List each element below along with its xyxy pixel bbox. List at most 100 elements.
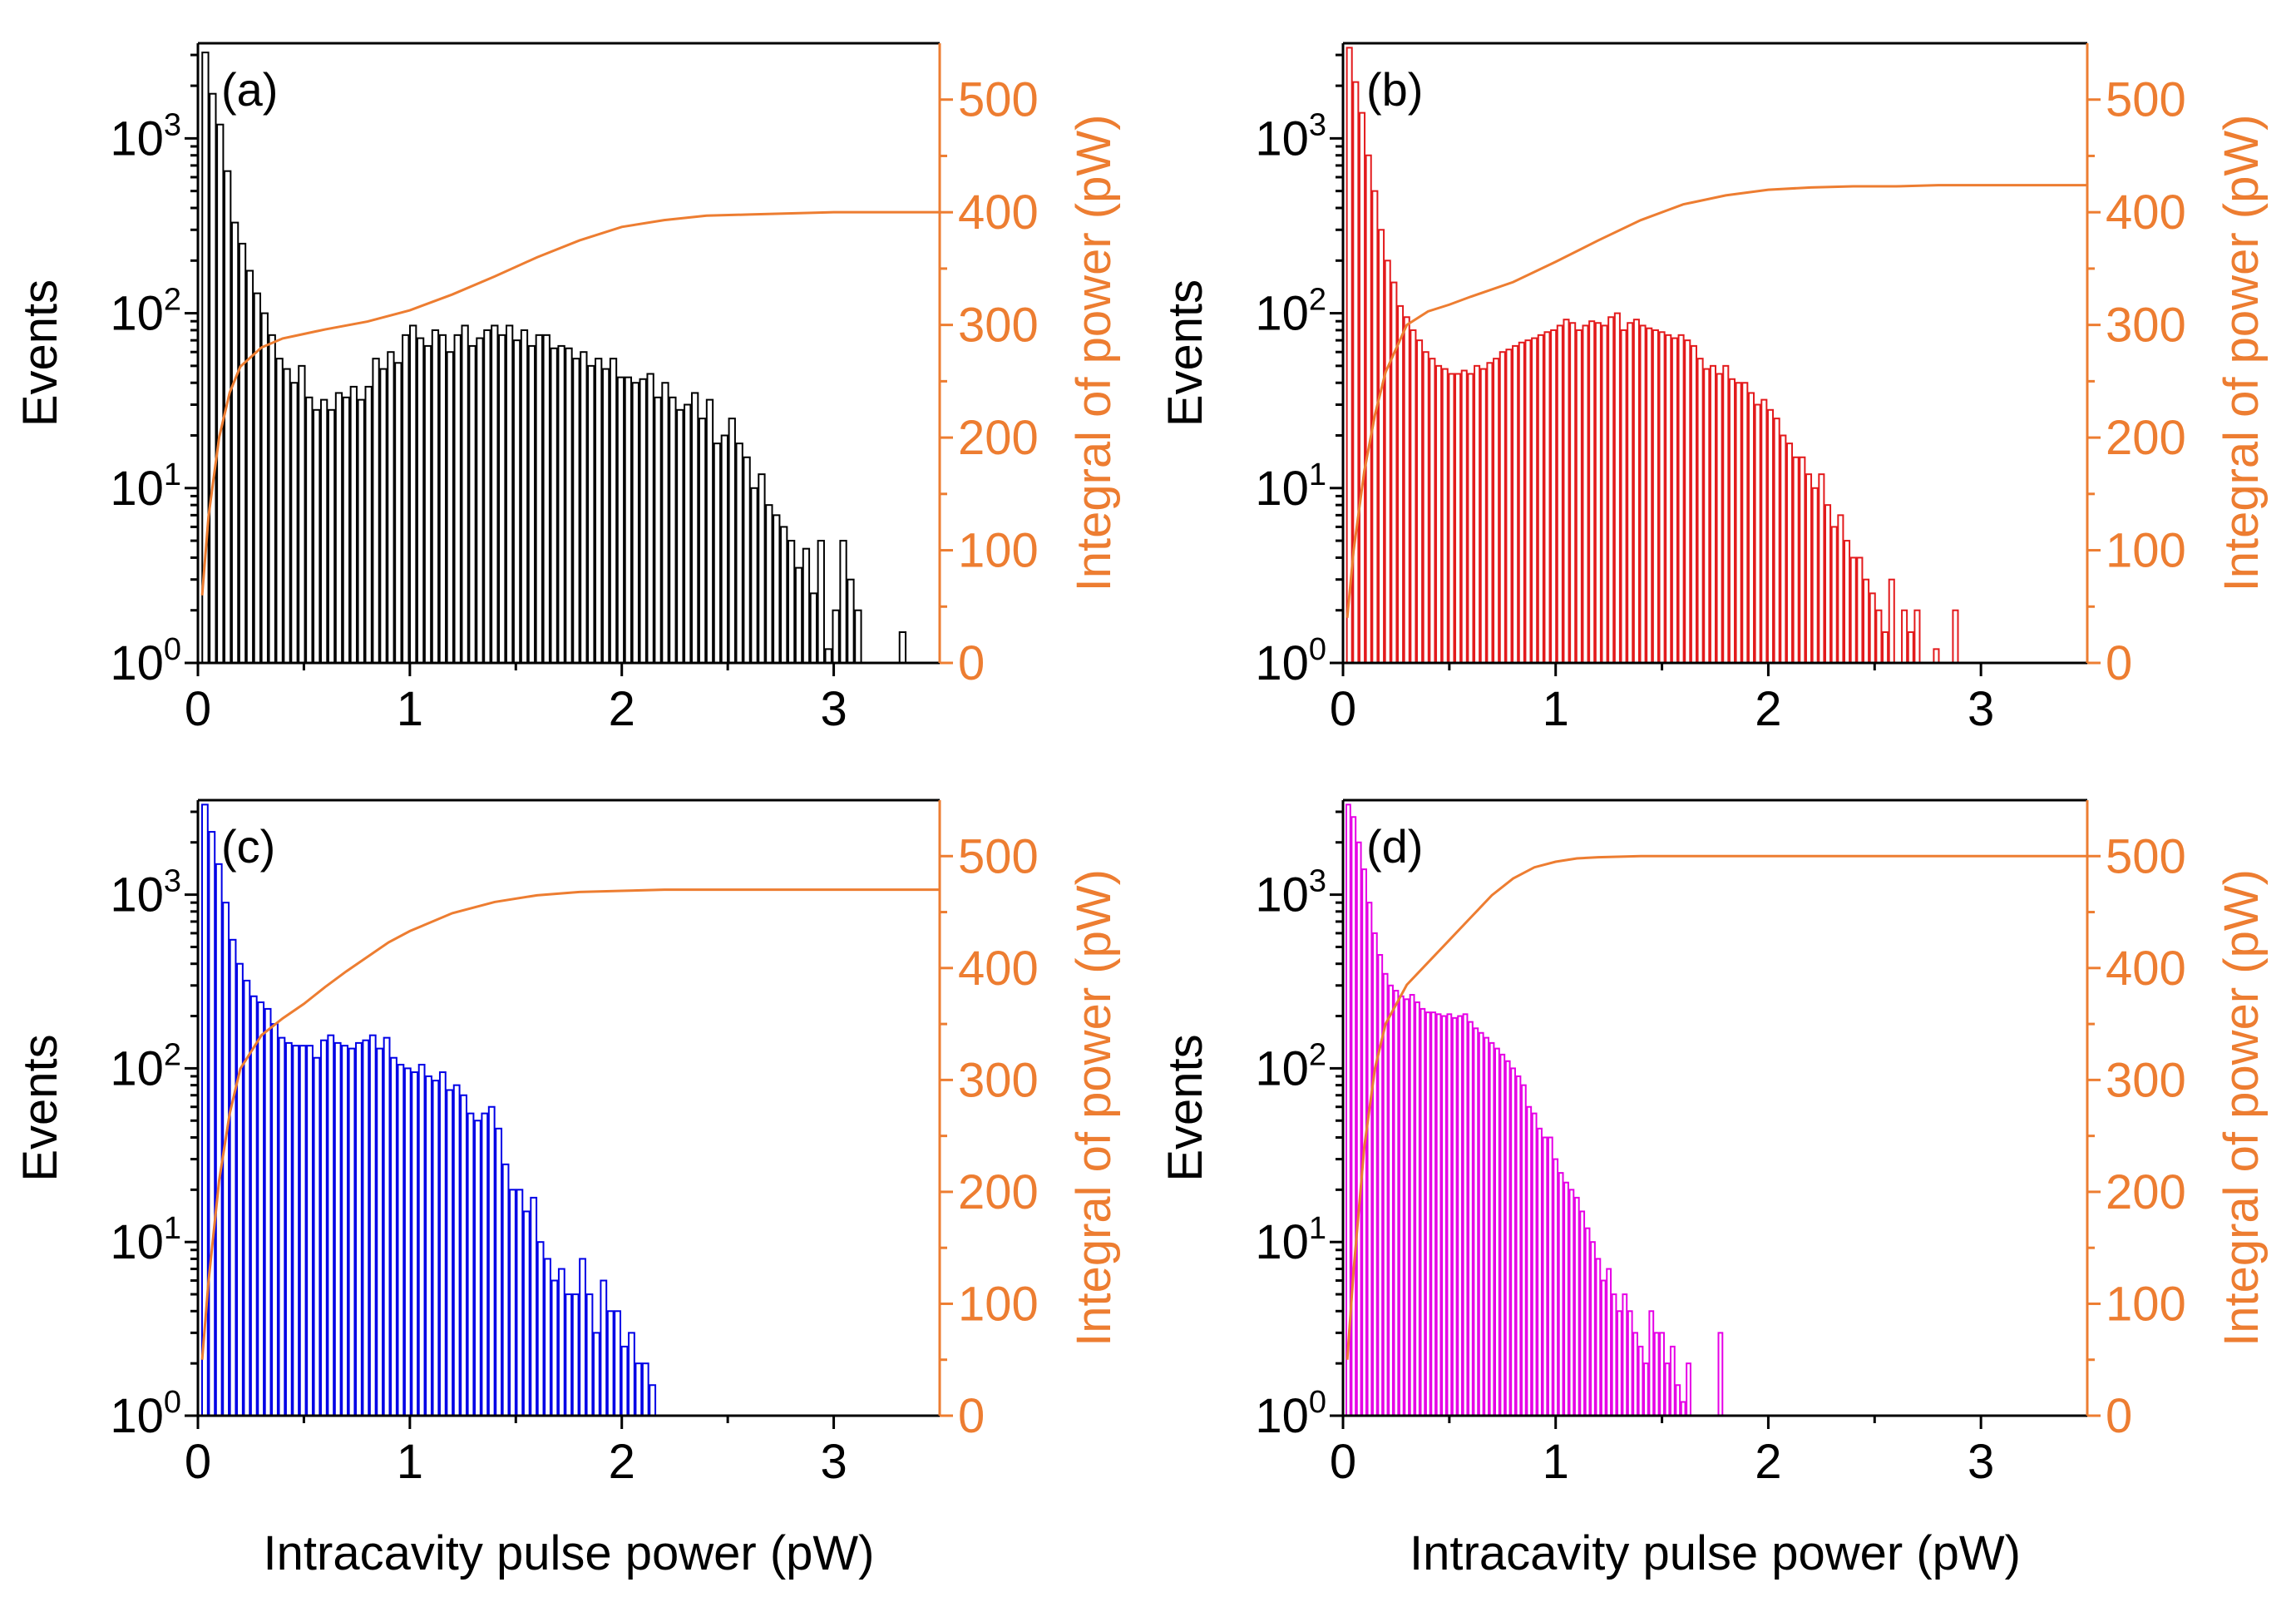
y-tick-label: 100 — [110, 632, 181, 690]
histogram-bar — [614, 1310, 622, 1417]
histogram-bar — [1542, 1136, 1548, 1417]
histogram-bar — [368, 1034, 377, 1417]
histogram-bar — [491, 324, 499, 664]
histogram-bar — [364, 385, 373, 664]
histogram-bar — [1410, 329, 1417, 664]
histogram-bar — [1371, 932, 1378, 1417]
histogram-bar — [453, 334, 462, 664]
histogram-bar — [592, 1332, 600, 1417]
y-tick-exponent: 1 — [1309, 1211, 1326, 1246]
y-tick-exponent: 0 — [1309, 1385, 1326, 1420]
histogram-bar — [1632, 1332, 1639, 1417]
y-axis-title: Events — [1158, 1034, 1212, 1181]
y-tick-label: 103 — [1255, 864, 1326, 922]
histogram-bar — [743, 456, 751, 664]
histogram-bar — [498, 334, 506, 664]
histogram-bar — [690, 392, 699, 664]
histogram-bar — [1384, 260, 1391, 664]
x-tick-label: 0 — [185, 1435, 211, 1489]
histogram-bar — [1473, 1027, 1479, 1417]
histogram-bar — [1518, 341, 1525, 664]
histogram-bar — [1824, 504, 1832, 664]
histogram-bar — [460, 1094, 467, 1417]
y2-tick-label: 400 — [2106, 942, 2186, 996]
histogram-bar — [501, 1163, 510, 1417]
histogram-bar — [1675, 1384, 1681, 1417]
y-tick-exponent: 2 — [1309, 1037, 1326, 1072]
histogram-bar — [1416, 339, 1424, 664]
histogram-bar — [620, 1345, 629, 1417]
histogram-bar — [1479, 368, 1487, 664]
histogram-bar — [1537, 1127, 1543, 1417]
histogram-bar — [516, 1189, 524, 1417]
y-tick-exponent: 3 — [164, 107, 181, 142]
histogram-bar — [580, 351, 588, 664]
histogram-bar — [1639, 324, 1647, 664]
x-tick-label: 3 — [1968, 682, 1994, 736]
histogram-bar — [313, 408, 321, 664]
y-tick-label: 100 — [1255, 1385, 1326, 1443]
y2-axis-title: Integral of power (pW) — [2215, 115, 2269, 592]
histogram-bar — [417, 1063, 426, 1417]
y2-tick-label: 400 — [2106, 185, 2186, 240]
histogram-bar — [1849, 556, 1857, 665]
histogram-bar — [299, 1045, 307, 1417]
histogram-bar — [481, 1112, 489, 1417]
y-tick-base: 10 — [110, 1041, 164, 1095]
y-tick-exponent: 3 — [1309, 107, 1326, 142]
histogram-bar — [1425, 1011, 1431, 1417]
y-axis-title: Events — [13, 279, 67, 427]
histogram-bar — [383, 1036, 391, 1417]
histogram-bar — [1728, 378, 1736, 664]
y-tick-base: 10 — [110, 462, 164, 516]
histogram-bar — [1594, 322, 1602, 664]
histogram-bar — [601, 368, 610, 664]
histogram-bar — [1435, 1013, 1442, 1417]
histogram-bar — [431, 329, 440, 664]
histogram-bar — [1611, 1293, 1617, 1417]
y-tick-base: 10 — [1255, 1389, 1309, 1443]
histogram-bar — [787, 540, 796, 664]
histogram-bar — [1754, 403, 1761, 664]
x-tick-label: 2 — [1755, 1435, 1781, 1489]
histogram-bar — [557, 344, 565, 664]
histogram-bar — [1377, 229, 1385, 664]
histogram-bar — [313, 1056, 321, 1417]
histogram-bar — [600, 1279, 608, 1417]
histogram-bar — [1607, 316, 1615, 664]
histogram-bar — [1671, 337, 1678, 664]
histogram-bar — [333, 1041, 342, 1417]
histogram-bar — [1457, 1015, 1464, 1417]
histogram-bar — [249, 995, 258, 1417]
histogram-bar — [1467, 373, 1474, 664]
histogram-bar — [527, 344, 536, 664]
y2-tick-label: 100 — [958, 1277, 1039, 1331]
histogram-bar — [735, 443, 743, 664]
histogram-bar — [1627, 1310, 1633, 1417]
histogram-bar — [1486, 362, 1494, 664]
x-tick-label: 1 — [397, 682, 423, 736]
histogram-bar — [1747, 392, 1755, 664]
histogram-bar — [1468, 1021, 1474, 1417]
y-tick-base: 10 — [110, 1389, 164, 1443]
histogram-bar — [587, 364, 595, 664]
histogram-bar — [1435, 364, 1443, 664]
histogram-bar — [1773, 418, 1780, 664]
histogram-bar — [319, 398, 328, 664]
histogram-bar — [1652, 329, 1659, 664]
y-tick-base: 10 — [1255, 462, 1309, 516]
histogram-bar — [854, 609, 862, 664]
histogram-bar — [495, 1127, 503, 1417]
histogram-bar — [1352, 81, 1360, 665]
integral-line — [1346, 184, 2087, 618]
y-tick-base: 10 — [110, 111, 164, 166]
histogram-bar — [1556, 324, 1563, 664]
y-tick-label: 101 — [110, 1211, 181, 1269]
histogram-bar — [1494, 1047, 1500, 1417]
histogram-bar — [634, 1362, 643, 1417]
histogram-bar — [1888, 578, 1895, 665]
y-tick-label: 101 — [110, 457, 181, 516]
histogram-bar — [616, 376, 625, 664]
histogram-bar — [209, 92, 217, 665]
